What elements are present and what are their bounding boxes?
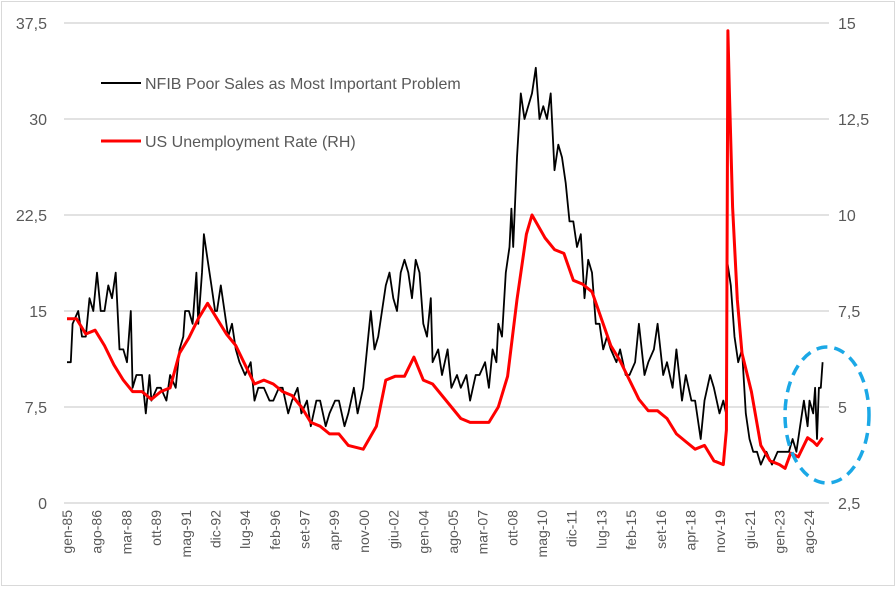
x-tick-label: giu-02: [386, 510, 402, 549]
left-tick-label: 22,5: [16, 208, 47, 225]
x-tick-label: set-16: [653, 510, 669, 549]
left-tick-label: 7,5: [25, 400, 47, 417]
x-tick-label: dic-92: [207, 510, 223, 548]
right-tick-label: 2,5: [838, 496, 860, 513]
x-tick-label: gen-85: [59, 510, 75, 554]
legend-label-nfib: NFIB Poor Sales as Most Important Proble…: [145, 76, 461, 93]
x-tick-label: ott-89: [148, 510, 164, 546]
right-tick-label: 10: [838, 208, 856, 225]
unemployment-rate-line: [67, 29, 824, 470]
x-tick-label: mar-07: [475, 510, 491, 555]
x-tick-label: set-97: [297, 510, 313, 549]
x-tick-label: nov-00: [356, 510, 372, 553]
x-tick-label: mag-10: [534, 510, 550, 558]
legend-label-unemployment: US Unemployment Rate (RH): [145, 134, 356, 151]
x-tick-label: lug-13: [593, 510, 609, 549]
x-tick-label: gen-04: [415, 510, 431, 554]
x-tick-label: feb-96: [267, 510, 283, 550]
x-tick-label: lug-94: [237, 510, 253, 549]
x-tick-label: ago-05: [445, 510, 461, 554]
x-tick-label: ago-86: [89, 510, 105, 554]
left-tick-label: 15: [29, 304, 47, 321]
x-tick-label: giu-21: [742, 510, 758, 549]
x-tick-label: ago-24: [801, 510, 817, 554]
right-axis-ticks: 2,5 5 7,5 10 12,5 15: [838, 16, 869, 513]
x-tick-label: ott-08: [504, 510, 520, 546]
gridlines: [64, 22, 829, 504]
left-tick-label: 30: [29, 112, 47, 129]
right-tick-label: 7,5: [838, 304, 860, 321]
x-tick-label: dic-11: [564, 510, 580, 547]
x-tick-label: feb-15: [623, 510, 639, 550]
left-tick-label: 0: [38, 496, 47, 513]
left-tick-label: 37,5: [16, 16, 47, 33]
x-tick-label: gen-23: [772, 510, 788, 554]
nfib-poor-sales-line: [67, 66, 824, 466]
left-axis-ticks: 0 7,5 15 22,5 30 37,5: [16, 16, 47, 513]
x-axis-ticks: gen-85 ago-86 mar-88 ott-89 mag-91 dic-92 lug-…: [59, 510, 817, 558]
right-tick-label: 12,5: [838, 112, 869, 129]
legend: NFIB Poor Sales as Most Important Proble…: [101, 76, 461, 151]
right-tick-label: 15: [838, 16, 856, 33]
x-tick-label: nov-19: [712, 510, 728, 553]
x-tick-label: apr-99: [326, 510, 342, 551]
highlight-ellipse: [783, 345, 871, 485]
x-tick-label: mar-88: [118, 510, 134, 555]
x-tick-label: mag-91: [178, 510, 194, 558]
series-lines: [67, 29, 824, 470]
x-tick-label: apr-18: [682, 510, 698, 551]
right-tick-label: 5: [838, 400, 847, 417]
